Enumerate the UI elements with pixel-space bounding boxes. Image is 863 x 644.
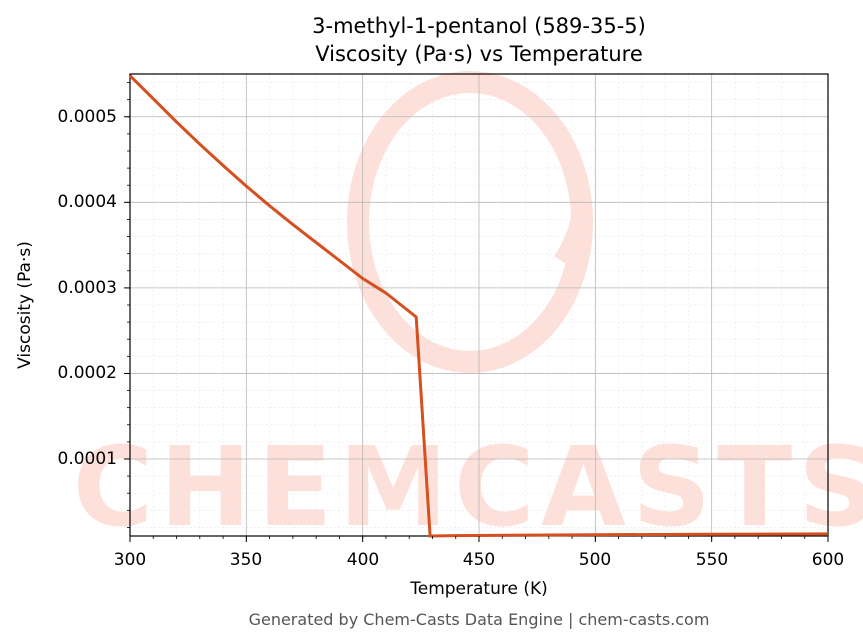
y-tick-label: 0.0005 [58, 107, 117, 127]
x-tick-label: 600 [812, 550, 844, 570]
x-tick-label: 450 [463, 550, 495, 570]
y-tick-label: 0.0001 [58, 449, 117, 469]
x-axis: 300 350 400 450 500 550 600 [114, 550, 844, 570]
y-tick-label: 0.0002 [58, 363, 117, 383]
x-tick-label: 500 [579, 550, 611, 570]
x-tick-label: 300 [114, 550, 146, 570]
major-grid [129, 74, 829, 536]
watermark: CHEMCASTS [73, 71, 863, 551]
watermark-logo-icon [347, 71, 593, 373]
watermark-text: CHEMCASTS [73, 423, 863, 551]
chart-subtitle: Viscosity (Pa·s) vs Temperature [315, 42, 643, 66]
series-line [128, 74, 829, 538]
x-tick-label: 400 [347, 550, 379, 570]
footer-credit: Generated by Chem-Casts Data Engine | ch… [249, 610, 710, 629]
x-tick-label: 350 [230, 550, 262, 570]
y-tick-label: 0.0004 [58, 192, 117, 212]
y-axis-label: Viscosity (Pa·s) [15, 241, 35, 369]
chart-title: 3-methyl-1-pentanol (589-35-5) [312, 14, 646, 38]
y-axis: 0.0001 0.0002 0.0003 0.0004 0.0005 [58, 107, 117, 469]
y-tick-label: 0.0003 [58, 278, 117, 298]
x-tick-label: 550 [696, 550, 728, 570]
x-axis-label: Temperature (K) [409, 579, 548, 599]
tick-marks [124, 82, 829, 542]
series-group [128, 74, 829, 538]
